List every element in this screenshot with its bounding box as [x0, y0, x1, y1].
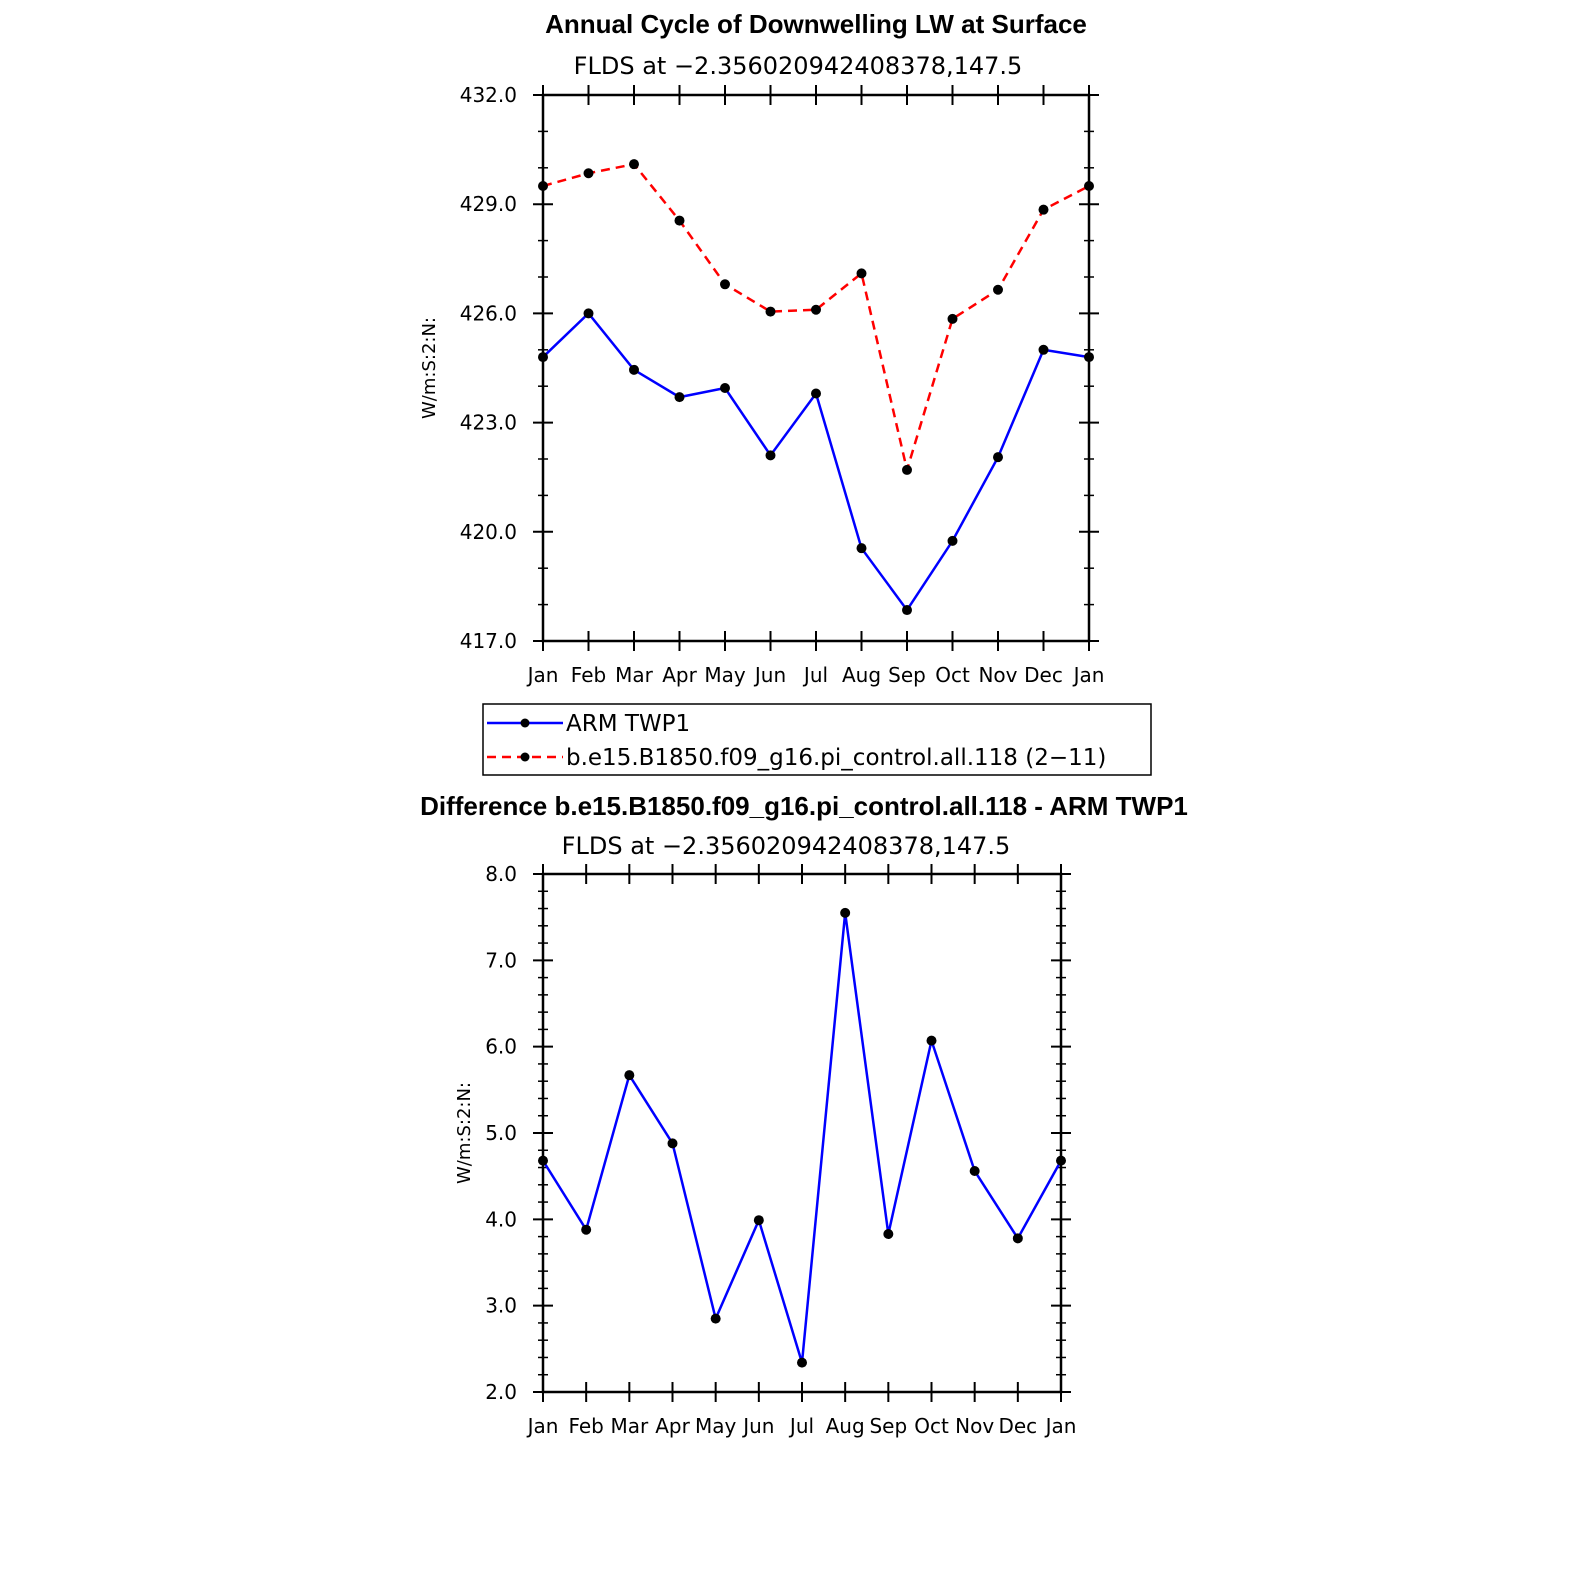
bottom-series-line-0 [541, 912, 1063, 1364]
top-xtick-label: Feb [571, 663, 606, 687]
top-series-1-point [856, 268, 867, 279]
top-xtick-label: Mar [615, 663, 654, 687]
legend-marker-arm [520, 718, 530, 728]
top-chart-legend: ARM TWP1 b.e15.B1850.f09_g16.pi_control.… [482, 703, 1152, 776]
top-xtick-label: Sep [888, 663, 926, 687]
top-series-0-point [674, 392, 685, 403]
top-ylabel: W/m:S:2:N: [419, 317, 440, 419]
bottom-chart: Difference b.e15.B1850.f09_g16.pi_contro… [420, 791, 1188, 1438]
bottom-series-0-point [969, 1165, 980, 1176]
top-series-1-point [902, 464, 912, 475]
top-series-1-point [538, 181, 548, 191]
bottom-xtick-label: Oct [914, 1414, 949, 1438]
top-series-0-point [583, 308, 594, 319]
top-xtick-label: Dec [1024, 663, 1063, 687]
bottom-ytick-label: 5.0 [485, 1121, 517, 1145]
bottom-ytick-label: 8.0 [485, 862, 517, 886]
bottom-series-0-point [883, 1229, 894, 1240]
top-chart-subtitle: FLDS at −2.356020942408378,147.5 [574, 52, 1023, 80]
bottom-ytick-label: 6.0 [485, 1035, 517, 1059]
top-series-0-point [538, 352, 548, 363]
bottom-series-0-point [710, 1313, 721, 1324]
top-ytick-label: 426.0 [460, 301, 517, 325]
top-series-0-point [947, 535, 958, 546]
top-series-1-point [674, 215, 685, 226]
legend-label-arm: ARM TWP1 [566, 711, 690, 737]
bottom-series-0-point [797, 1357, 807, 1368]
bottom-series-0-point [840, 907, 851, 918]
bottom-xtick-label: Mar [610, 1414, 649, 1438]
bottom-xtick-label: May [695, 1414, 737, 1438]
bottom-xtick-label: Aug [826, 1414, 865, 1438]
bottom-xtick-label: Jan [526, 1414, 559, 1438]
top-series-1-point [1038, 204, 1049, 215]
bottom-xtick-label: Apr [655, 1414, 690, 1438]
top-series-0-point [629, 364, 639, 375]
bottom-ytick-label: 3.0 [485, 1294, 517, 1318]
top-plot-frame [541, 93, 1091, 643]
bottom-xtick-label: Jun [741, 1414, 774, 1438]
bottom-series-0-point [753, 1215, 764, 1226]
bottom-chart-title: Difference b.e15.B1850.f09_g16.pi_contro… [420, 791, 1188, 821]
top-xtick-label: Aug [842, 663, 881, 687]
bottom-series-0-point [624, 1070, 635, 1081]
bottom-series-0-point [1012, 1233, 1023, 1244]
top-series-1-point [720, 279, 730, 290]
top-series-line-0 [542, 311, 1090, 613]
top-series-1-point [1084, 181, 1094, 191]
top-series-0-point [902, 605, 912, 616]
legend-label-model: b.e15.B1850.f09_g16.pi_control.all.118 (… [566, 745, 1106, 771]
top-series-1-point [583, 168, 594, 179]
bottom-ytick-label: 2.0 [485, 1380, 517, 1404]
bottom-ylabel: W/m:S:2:N: [454, 1082, 475, 1184]
bottom-xtick-label: Nov [955, 1414, 994, 1438]
top-ytick-label: 420.0 [460, 520, 517, 544]
bottom-series-0-point [1056, 1155, 1066, 1166]
top-series-1-point [947, 313, 958, 324]
top-xtick-label: Oct [935, 663, 970, 687]
bottom-xtick-label: Feb [568, 1414, 603, 1438]
bottom-series-0-point [581, 1224, 592, 1235]
top-chart: Annual Cycle of Downwelling LW at Surfac… [419, 9, 1152, 776]
bottom-series-0-point [667, 1138, 678, 1149]
top-ytick-label: 429.0 [460, 192, 517, 216]
bottom-ytick-label: 7.0 [485, 948, 517, 972]
top-series-1-point [765, 306, 776, 317]
bottom-series-0-point [538, 1155, 548, 1166]
top-series-line-1 [542, 162, 1090, 475]
top-xtick-label: Jan [1072, 663, 1105, 687]
bottom-ytick-label: 4.0 [485, 1207, 517, 1231]
top-ytick-label: 432.0 [460, 83, 517, 107]
top-series-1-point [629, 159, 639, 170]
legend-marker-model [520, 752, 530, 762]
top-xtick-label: May [704, 663, 746, 687]
top-xtick-label: Nov [978, 663, 1017, 687]
bottom-xtick-label: Jul [788, 1414, 814, 1438]
bottom-xtick-label: Jan [1044, 1414, 1077, 1438]
top-ytick-label: 423.0 [460, 411, 517, 435]
bottom-xtick-label: Dec [998, 1414, 1037, 1438]
bottom-series-0-point [926, 1035, 937, 1046]
top-xtick-label: Jun [753, 663, 786, 687]
bottom-chart-subtitle: FLDS at −2.356020942408378,147.5 [562, 832, 1011, 860]
bottom-xtick-label: Sep [869, 1414, 907, 1438]
top-series-1-point [811, 304, 821, 315]
top-series-0-point [993, 452, 1003, 463]
top-chart-title: Annual Cycle of Downwelling LW at Surfac… [545, 9, 1087, 39]
top-xtick-label: Jan [526, 663, 559, 687]
legend-box [482, 703, 1152, 776]
bottom-plot-frame [541, 872, 1063, 1394]
top-series-0-point [811, 388, 821, 399]
top-series-0-point [720, 383, 730, 394]
top-ytick-label: 417.0 [460, 629, 517, 653]
top-series-0-point [1084, 352, 1094, 363]
top-xtick-label: Apr [662, 663, 697, 687]
top-xtick-label: Jul [802, 663, 828, 687]
top-series-0-point [856, 543, 867, 554]
top-series-0-point [765, 450, 776, 461]
top-series-1-point [993, 284, 1003, 295]
top-series-0-point [1038, 344, 1049, 355]
